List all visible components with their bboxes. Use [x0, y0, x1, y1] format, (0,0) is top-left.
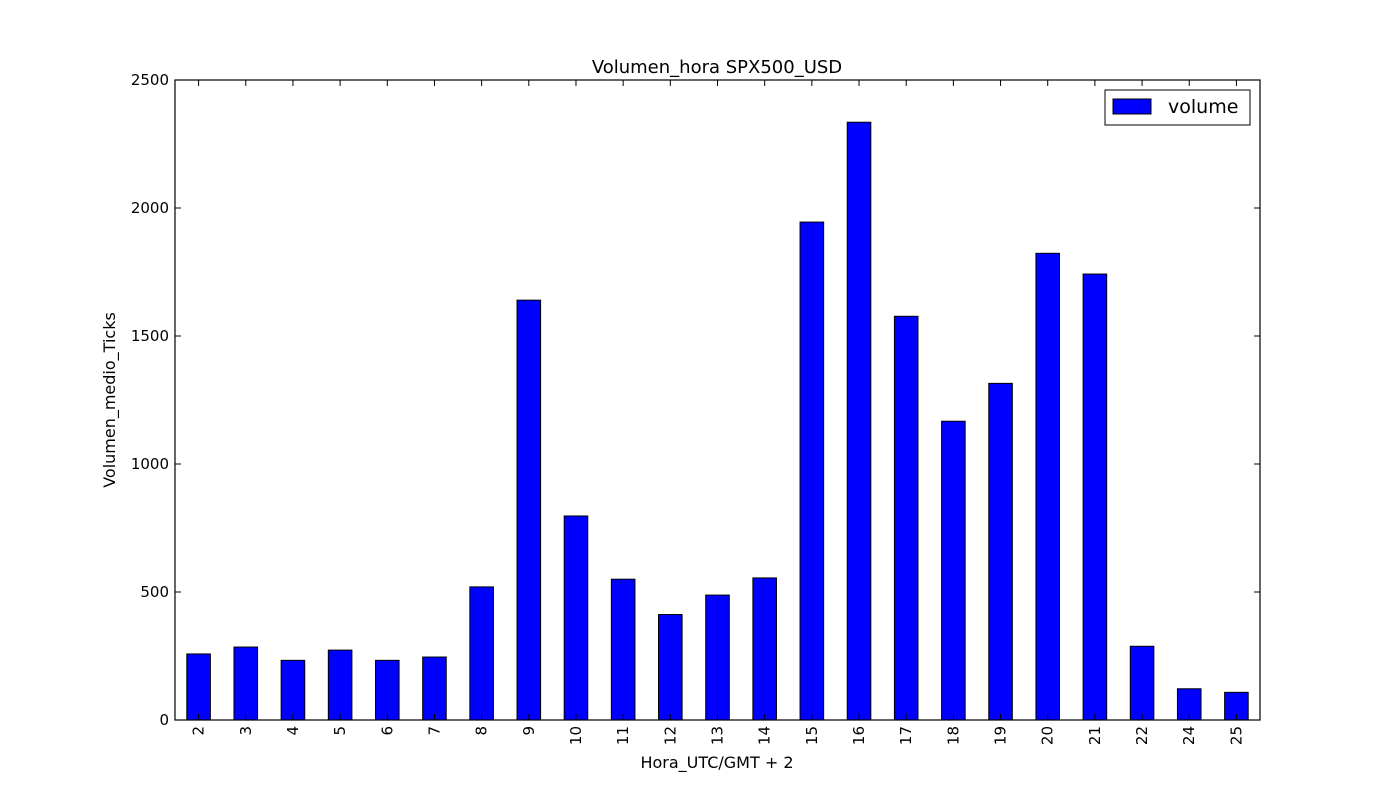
bar-21 [1082, 273, 1108, 721]
bar-7 [422, 656, 447, 721]
x-tick-label-15: 15 [803, 726, 821, 745]
x-tick-label-4: 4 [284, 726, 302, 736]
bar-12 [658, 614, 683, 721]
y-axis: 0 500 1000 1500 2000 2500 [131, 71, 1260, 729]
x-tick-label-9: 9 [520, 726, 538, 736]
y-tick-label-500: 500 [140, 583, 169, 601]
bar-5 [327, 649, 353, 721]
x-tick-label-3: 3 [237, 726, 255, 736]
y-tick-label-2000: 2000 [131, 199, 169, 217]
x-tick-label-10: 10 [567, 726, 585, 745]
bar-6 [374, 659, 400, 721]
bar-4 [280, 659, 306, 721]
x-tick-label-16: 16 [850, 726, 868, 745]
bar-8 [469, 586, 494, 721]
bars-group [186, 121, 1249, 721]
bar-18 [941, 420, 966, 721]
y-tick-label-1000: 1000 [131, 455, 169, 473]
bar-13 [705, 594, 730, 721]
legend-label-volume: volume [1168, 96, 1238, 118]
bar-9 [516, 299, 542, 721]
y-tick-label-1500: 1500 [131, 327, 169, 345]
x-tick-label-11: 11 [614, 726, 632, 745]
x-axis-title: Hora_UTC/GMT + 2 [640, 753, 793, 773]
bar-15 [799, 221, 825, 721]
bar-14 [752, 577, 777, 721]
x-tick-label-24: 24 [1180, 726, 1198, 745]
x-tick-label-22: 22 [1133, 726, 1151, 745]
x-tick-label-20: 20 [1039, 726, 1057, 745]
bar-10 [563, 515, 589, 721]
x-tick-label-21: 21 [1086, 726, 1104, 745]
bar-2 [186, 653, 211, 721]
chart-title: Volumen_hora SPX500_USD [592, 57, 842, 78]
y-tick-label-0: 0 [159, 711, 169, 729]
x-tick-label-8: 8 [473, 726, 491, 736]
x-axis: 2 3 4 5 6 7 8 9 10 11 12 13 14 15 16 17 18 19 20 21 22 24 25 [190, 80, 1245, 745]
bar-11 [610, 578, 636, 721]
x-tick-label-7: 7 [425, 726, 443, 736]
bar-20 [1035, 252, 1061, 721]
bar-3 [233, 646, 259, 721]
x-tick-label-14: 14 [756, 726, 774, 745]
x-tick-label-13: 13 [709, 726, 727, 745]
x-tick-label-6: 6 [378, 726, 396, 736]
x-tick-label-19: 19 [992, 726, 1010, 745]
bar-17 [893, 315, 919, 721]
bar-16 [846, 121, 872, 721]
legend-swatch-volume [1112, 98, 1152, 115]
y-axis-title: Volumen_medio_Ticks [100, 312, 120, 488]
x-tick-label-18: 18 [944, 726, 962, 745]
bar-19 [988, 382, 1013, 721]
x-tick-label-25: 25 [1227, 726, 1245, 745]
x-tick-label-2: 2 [190, 726, 208, 736]
y-tick-label-2500: 2500 [131, 71, 169, 89]
bar-22 [1129, 645, 1155, 721]
legend: volume [1104, 89, 1251, 126]
x-tick-label-12: 12 [661, 726, 679, 745]
x-tick-label-17: 17 [897, 726, 915, 745]
x-tick-label-5: 5 [331, 726, 349, 736]
